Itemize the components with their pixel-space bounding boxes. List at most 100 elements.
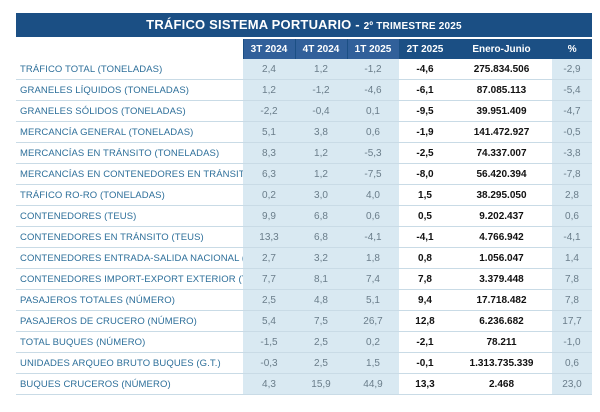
table-row: CONTENEDORES IMPORT-EXPORT EXTERIOR (TEU… — [16, 268, 592, 290]
cell-4t-2024: 7,5 — [295, 310, 347, 332]
cell-2t-2025: 7,8 — [399, 268, 451, 290]
table-body: TRÁFICO TOTAL (TONELADAS) 2,4 1,2 -1,2 -4,6 2… — [16, 59, 592, 395]
cell-1t-2025: 4,0 — [347, 184, 399, 206]
cell-1t-2025: -4,1 — [347, 226, 399, 248]
cell-percent: -5,4 — [552, 79, 592, 101]
cell-percent: -3,8 — [552, 142, 592, 164]
cell-3t-2024: 2,7 — [243, 247, 295, 269]
cell-percent: 0,6 — [552, 205, 592, 227]
cell-1t-2025: 0,1 — [347, 100, 399, 122]
cell-enero-junio: 39.951.409 — [451, 100, 552, 122]
cell-3t-2024: -1,5 — [243, 331, 295, 353]
cell-percent: 1,4 — [552, 247, 592, 269]
cell-3t-2024: 5,1 — [243, 121, 295, 143]
cell-3t-2024: 2,5 — [243, 289, 295, 311]
cell-enero-junio: 38.295.050 — [451, 184, 552, 206]
row-label: PASAJEROS TOTALES (NÚMERO) — [16, 289, 243, 311]
column-header-percent: % — [551, 39, 592, 59]
row-label: CONTENEDORES ENTRADA-SALIDA NACIONAL (TE… — [16, 247, 243, 269]
cell-1t-2025: 1,5 — [347, 352, 399, 374]
cell-percent: -2,9 — [552, 59, 592, 80]
cell-2t-2025: -2,1 — [399, 331, 451, 353]
cell-enero-junio: 1.313.735.339 — [451, 352, 552, 374]
cell-percent: 23,0 — [552, 373, 592, 395]
cell-2t-2025: -2,5 — [399, 142, 451, 164]
cell-4t-2024: 3,8 — [295, 121, 347, 143]
cell-percent: -4,1 — [552, 226, 592, 248]
table-row: MERCANCÍAS EN CONTENEDORES EN TRÁNSITO (… — [16, 163, 592, 185]
cell-4t-2024: 4,8 — [295, 289, 347, 311]
cell-percent: 0,6 — [552, 352, 592, 374]
cell-3t-2024: 7,7 — [243, 268, 295, 290]
cell-1t-2025: 44,9 — [347, 373, 399, 395]
cell-percent: 17,7 — [552, 310, 592, 332]
table-title: TRÁFICO SISTEMA PORTUARIO - 2º TRIMESTRE… — [16, 13, 592, 37]
cell-percent: 7,8 — [552, 289, 592, 311]
row-label: MERCANCÍAS EN CONTENEDORES EN TRÁNSITO (… — [16, 163, 243, 185]
cell-1t-2025: 26,7 — [347, 310, 399, 332]
cell-2t-2025: 13,3 — [399, 373, 451, 395]
cell-1t-2025: 0,2 — [347, 331, 399, 353]
cell-1t-2025: -4,6 — [347, 79, 399, 101]
table-row: TRÁFICO TOTAL (TONELADAS) 2,4 1,2 -1,2 -4,6 2… — [16, 59, 592, 80]
table-row: GRANELES SÓLIDOS (TONELADAS) -2,2 -0,4 0,1-… — [16, 100, 592, 122]
table-row: MERCANCÍA GENERAL (TONELADAS) 5,1 3,8 0,6 -1… — [16, 121, 592, 143]
cell-4t-2024: 1,2 — [295, 59, 347, 80]
table-row: TRÁFICO RO-RO (TONELADAS) 0,2 3,0 4,0 1,5 38.… — [16, 184, 592, 206]
cell-enero-junio: 17.718.482 — [451, 289, 552, 311]
row-label: TOTAL BUQUES (NÚMERO) — [16, 331, 243, 353]
cell-3t-2024: 13,3 — [243, 226, 295, 248]
cell-4t-2024: 6,8 — [295, 226, 347, 248]
cell-2t-2025: -1,9 — [399, 121, 451, 143]
cell-2t-2025: 9,4 — [399, 289, 451, 311]
row-label: MERCANCÍA GENERAL (TONELADAS) — [16, 121, 243, 143]
row-label: UNIDADES ARQUEO BRUTO BUQUES (G.T.) — [16, 352, 243, 374]
table-header-row: 3T 2024 4T 2024 1T 2025 2T 2025 Enero-Ju… — [16, 39, 592, 59]
cell-enero-junio: 2.468 — [451, 373, 552, 395]
cell-percent: 7,8 — [552, 268, 592, 290]
row-label: TRÁFICO RO-RO (TONELADAS) — [16, 184, 243, 206]
column-header-1t-2025: 1T 2025 — [346, 39, 399, 59]
column-header-2t-2025: 2T 2025 — [398, 39, 451, 59]
cell-enero-junio: 56.420.394 — [451, 163, 552, 185]
traffic-table: 3T 2024 4T 2024 1T 2025 2T 2025 Enero-Ju… — [16, 39, 592, 395]
cell-4t-2024: 2,5 — [295, 352, 347, 374]
cell-1t-2025: 0,6 — [347, 121, 399, 143]
cell-enero-junio: 1.056.047 — [451, 247, 552, 269]
cell-percent: -0,5 — [552, 121, 592, 143]
cell-4t-2024: 6,8 — [295, 205, 347, 227]
cell-2t-2025: -4,6 — [399, 59, 451, 80]
cell-4t-2024: 3,0 — [295, 184, 347, 206]
cell-3t-2024: 4,3 — [243, 373, 295, 395]
cell-2t-2025: 1,5 — [399, 184, 451, 206]
cell-1t-2025: -7,5 — [347, 163, 399, 185]
cell-3t-2024: 0,2 — [243, 184, 295, 206]
cell-3t-2024: 9,9 — [243, 205, 295, 227]
cell-3t-2024: 5,4 — [243, 310, 295, 332]
table-row: TOTAL BUQUES (NÚMERO) -1,5 2,5 0,2 -2,1 78.21… — [16, 331, 592, 353]
table-row: CONTENEDORES (TEUS) 9,9 6,8 0,6 0,5 9.202.437… — [16, 205, 592, 227]
column-header-4t-2024: 4T 2024 — [294, 39, 347, 59]
table-title-period: 2º TRIMESTRE 2025 — [363, 21, 462, 32]
cell-3t-2024: -0,3 — [243, 352, 295, 374]
cell-percent: 2,8 — [552, 184, 592, 206]
cell-2t-2025: 0,8 — [399, 247, 451, 269]
cell-4t-2024: -1,2 — [295, 79, 347, 101]
cell-1t-2025: 7,4 — [347, 268, 399, 290]
cell-enero-junio: 87.085.113 — [451, 79, 552, 101]
table-title-separator: - — [351, 17, 364, 32]
row-label: CONTENEDORES IMPORT-EXPORT EXTERIOR (TEU… — [16, 268, 243, 290]
cell-2t-2025: -6,1 — [399, 79, 451, 101]
cell-enero-junio: 78.211 — [451, 331, 552, 353]
table-title-main: TRÁFICO SISTEMA PORTUARIO — [146, 17, 352, 32]
cell-1t-2025: 0,6 — [347, 205, 399, 227]
cell-4t-2024: 1,2 — [295, 163, 347, 185]
cell-4t-2024: -0,4 — [295, 100, 347, 122]
table-row: CONTENEDORES EN TRÁNSITO (TEUS) 13,3 6,8 -4… — [16, 226, 592, 248]
cell-3t-2024: 6,3 — [243, 163, 295, 185]
table-row: BUQUES CRUCEROS (NÚMERO) 4,3 15,9 44,9 13,3 2… — [16, 373, 592, 395]
cell-2t-2025: -9,5 — [399, 100, 451, 122]
row-label: TRÁFICO TOTAL (TONELADAS) — [16, 59, 243, 80]
cell-percent: -7,8 — [552, 163, 592, 185]
